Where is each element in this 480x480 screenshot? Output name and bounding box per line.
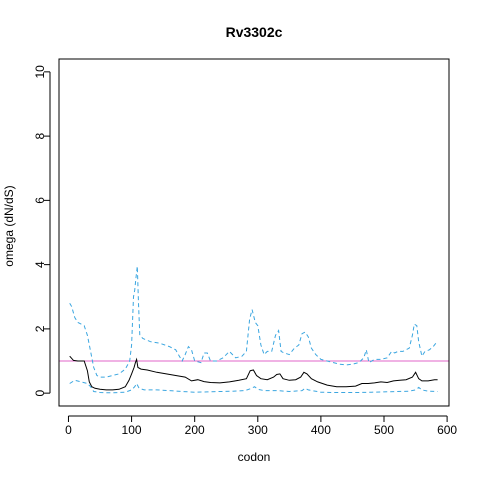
plot-frame <box>58 58 450 407</box>
x-tick-label: 400 <box>311 423 331 437</box>
x-tick-label: 300 <box>248 423 268 437</box>
y-tick-label: 0 <box>33 389 47 396</box>
y-tick-label: 2 <box>33 325 47 332</box>
y-tick-label: 6 <box>33 197 47 204</box>
omega-estimate-line <box>69 355 438 391</box>
y-tick-label: 8 <box>33 132 47 139</box>
x-tick-label: 600 <box>437 423 457 437</box>
x-tick-label: 100 <box>122 423 142 437</box>
y-axis-label: omega (dN/dS) <box>2 185 16 266</box>
plot-area <box>59 266 449 394</box>
x-tick-label: 500 <box>374 423 394 437</box>
y-tick-label: 10 <box>33 65 47 79</box>
x-axis-label: codon <box>238 450 271 464</box>
x-tick-label: 0 <box>65 423 72 437</box>
x-tick-label: 200 <box>185 423 205 437</box>
upper-bound-line <box>69 266 438 378</box>
y-tick-label: 4 <box>33 261 47 268</box>
chart-title: Rv3302c <box>226 24 283 40</box>
lower-bound-line <box>69 379 438 394</box>
